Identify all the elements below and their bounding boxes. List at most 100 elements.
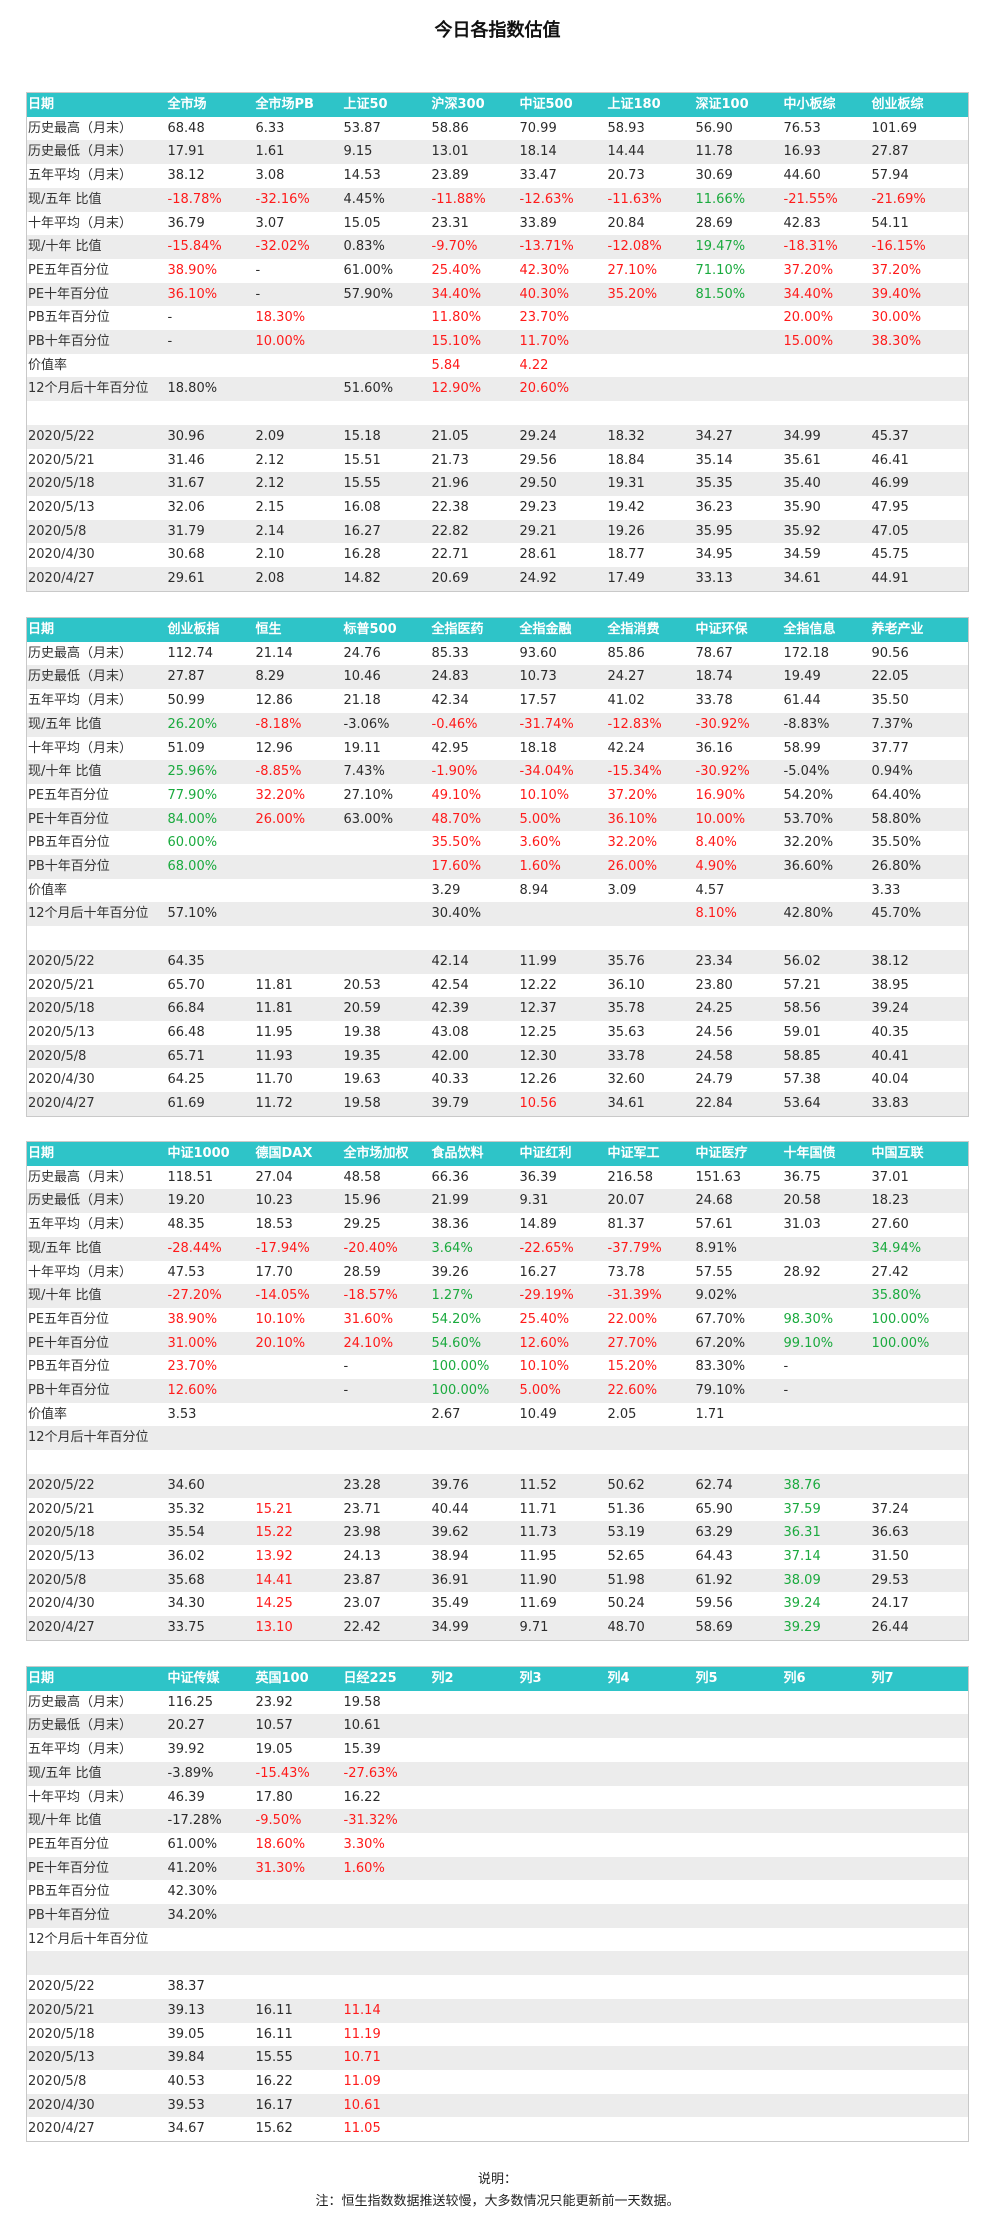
table-cell: 14.53 [343, 168, 381, 184]
table-cell: 10.49 [519, 1406, 557, 1422]
table-cell: -12.83% [606, 712, 695, 737]
table-row: PE十年百分位 41.20% 31.30% 1.60% [26, 1856, 969, 1881]
table-cell: 35.50% [871, 835, 922, 851]
table-cell [606, 1951, 695, 1976]
row-label: 历史最高（月末） [28, 1169, 133, 1185]
table-cell: 15.05 [343, 215, 381, 231]
table-cell: 18.77 [607, 547, 645, 563]
row-label: 现/十年 比值 [26, 1809, 167, 1833]
table-row: 2020/5/21 65.70 11.81 20.53 42.54 12.22 36.10 2… [27, 974, 969, 998]
table-cell [430, 1809, 519, 1833]
table-cell: 12.37 [518, 997, 607, 1021]
table-header-row: 日期 创业板指 恒生 标普500 全指医药 全指金融 全指消费 中证环保 全指信息 养老产业 [26, 617, 969, 642]
table-cell: 11.05 [343, 2121, 381, 2137]
table-cell: 112.74 [167, 645, 214, 661]
table-row: 五年平均（月末） 48.35 18.53 29.25 38.36 14.89 81.37 57… [27, 1213, 969, 1237]
table-row: 价值率 5.84 4.22 [27, 354, 969, 378]
table-cell: 12.90% [430, 377, 519, 402]
table-row: 历史最低（月末） 17.91 1.61 9.15 13.01 18.14 14.44 11.7… [26, 140, 969, 165]
table-cell: 1.61 [254, 140, 343, 165]
table-cell: 24.68 [694, 1189, 783, 1214]
table-row: 2020/5/22 64.35 42.14 11.99 35.76 23.34 56.02 3… [26, 949, 969, 974]
table-cell: 25.40% [519, 1311, 570, 1327]
table-cell: 23.34 [694, 949, 783, 974]
table-cell [518, 1856, 607, 1881]
table-row: 2020/5/18 66.84 11.81 20.59 42.39 12.37 35.78 2… [26, 997, 969, 1021]
table-cell: 12.26 [519, 1072, 557, 1088]
table-cell: 39.76 [430, 1473, 519, 1498]
table-cell [870, 1379, 969, 1403]
table-cell: 7.37% [870, 712, 969, 737]
table-cell [782, 1236, 871, 1261]
table-cell: 22.71 [431, 547, 469, 563]
column-header: 十年国债 [782, 1141, 871, 1166]
table-cell: 41.20% [166, 1856, 255, 1881]
table-row: 12个月后十年百分位 18.80% 51.60% 12.90% 20.60% [26, 377, 969, 402]
table-cell: 27.87 [166, 665, 255, 690]
table-cell [783, 354, 871, 378]
table-cell: 42.54 [431, 977, 469, 993]
table-cell: 58.99 [783, 740, 821, 756]
table-cell: -18.57% [342, 1284, 431, 1308]
table-cell [783, 1450, 871, 1474]
table-cell: 30.68 [167, 547, 205, 563]
table-cell: 15.55 [342, 472, 431, 496]
table-cell: 14.25 [255, 1596, 293, 1612]
table-cell [783, 1691, 871, 1715]
table-row: 价值率 3.53 2.67 10.49 2.05 1.71 [27, 1403, 969, 1427]
table-cell: 17.57 [519, 693, 557, 709]
table-cell: 12.60% [518, 1331, 607, 1356]
table-cell: 1.60% [518, 855, 607, 879]
table-row: PB五年百分位 42.30% [27, 1880, 969, 1904]
table-cell [518, 1714, 607, 1739]
table-cell [694, 1904, 783, 1928]
table-cell: 38.37 [167, 1979, 205, 1995]
table-cell: 14.41 [254, 1568, 343, 1593]
table-cell: 52.65 [607, 1548, 645, 1564]
table-cell [606, 1761, 695, 1786]
table-cell: 17.49 [606, 567, 695, 592]
table-cell: 40.41 [870, 1044, 969, 1069]
table-cell: 11.81 [255, 977, 293, 993]
table-cell: 40.53 [167, 2073, 205, 2089]
table-row: 五年平均（月末） 38.12 3.08 14.53 23.89 33.47 20.73 30.… [27, 164, 969, 188]
table-cell: 2.08 [254, 567, 343, 592]
table-cell: 22.84 [694, 1092, 783, 1117]
table-row: 2020/4/27 61.69 11.72 19.58 39.79 10.56 34.61 2… [26, 1092, 969, 1117]
table-cell: -21.69% [870, 187, 969, 212]
table-cell [518, 1426, 607, 1451]
table-cell: 9.71 [518, 1616, 607, 1641]
table-cell: 36.39 [519, 1169, 557, 1185]
table-cell [519, 2023, 607, 2047]
table-cell: 35.95 [694, 519, 783, 544]
table-cell: 100.00% [871, 1311, 930, 1327]
table-cell: 29.50 [518, 472, 607, 496]
table-cell: 18.84 [607, 452, 645, 468]
table-cell: 57.10% [166, 902, 255, 927]
table-cell: 16.27 [519, 1264, 557, 1280]
table-cell [870, 1426, 969, 1451]
table-cell: 61.69 [166, 1092, 255, 1117]
table-cell [519, 1880, 607, 1904]
table-cell [694, 1951, 783, 1976]
table-row: 2020/5/13 39.84 15.55 10.71 [26, 2046, 969, 2070]
table-cell [431, 926, 519, 950]
table-cell: 66.84 [166, 997, 255, 1021]
footer-note: 注：恒生指数数据推送较慢，大多数情况只能更新前一天数据。 [315, 2194, 680, 2209]
table-cell: 59.01 [783, 1024, 821, 1040]
table-cell [694, 1998, 783, 2023]
row-label: PE五年百分位 [28, 1836, 110, 1852]
row-label: PE十年百分位 [26, 807, 167, 832]
table-cell [871, 401, 969, 425]
table-cell: 19.05 [255, 1742, 293, 1758]
table-cell [518, 902, 607, 927]
table-cell [167, 401, 255, 425]
table-cell [255, 1928, 343, 1952]
table-row: 五年平均（月末） 39.92 19.05 15.39 [27, 1738, 969, 1762]
table-cell [254, 1473, 343, 1498]
table-row: PB十年百分位 -10.00% 15.10% 11.70% 15.00% 38.30% [26, 330, 969, 354]
table-cell: 24.27 [606, 665, 695, 690]
table-cell: 15.22 [254, 1521, 343, 1545]
table-cell: 35.76 [606, 949, 695, 974]
table-cell: 32.06 [167, 499, 205, 515]
